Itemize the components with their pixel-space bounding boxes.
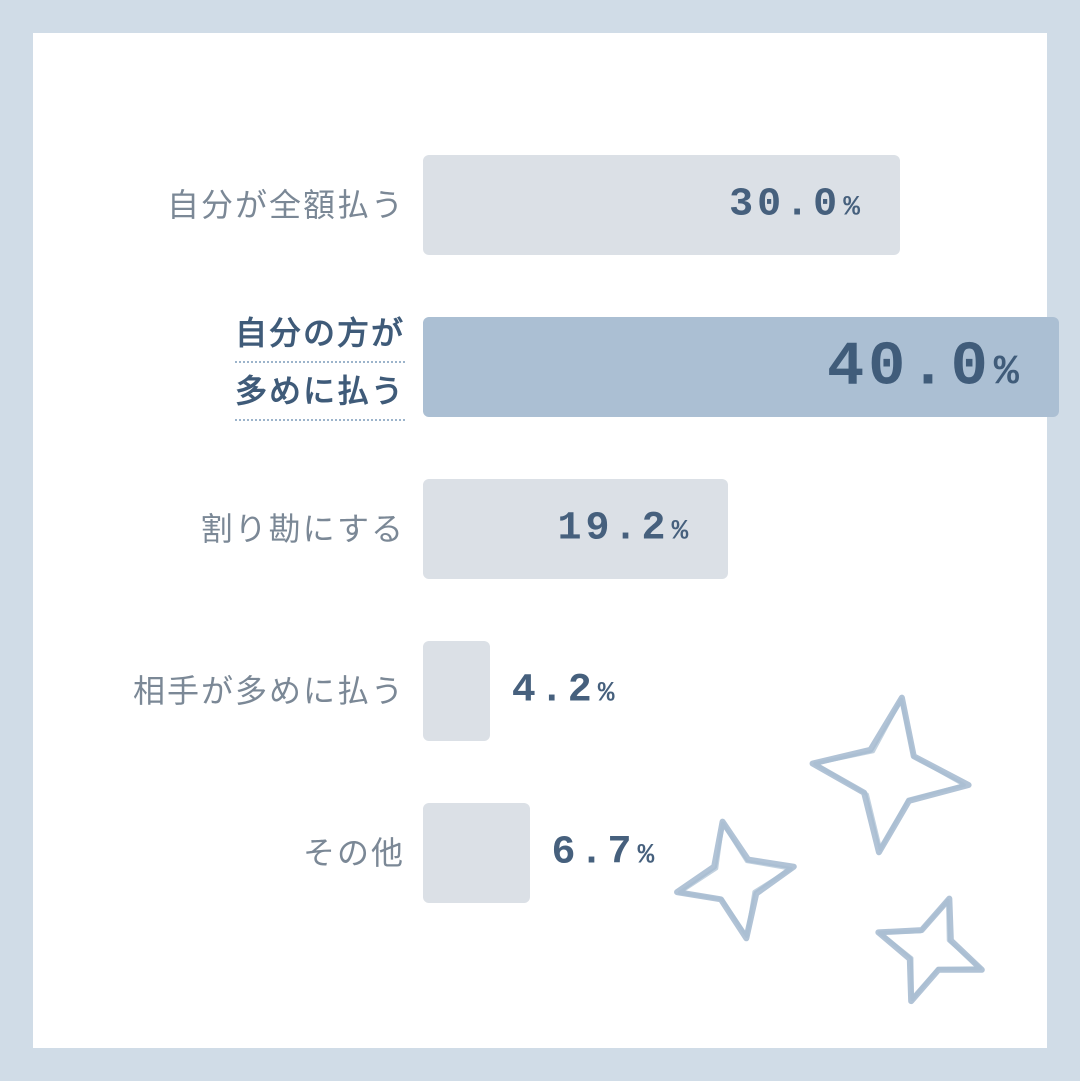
bar-value: 40.0% <box>827 332 1023 403</box>
bar-label: その他 <box>33 829 423 877</box>
bar-value: 30.0% <box>729 183 864 228</box>
bar-value-number: 4.2 <box>512 669 596 714</box>
chart-row: 自分の方が多めに払う40.0% <box>33 317 1047 417</box>
bar <box>423 641 490 741</box>
outer-frame: 自分が全額払う30.0%自分の方が多めに払う40.0%割り勘にする19.2%相手… <box>0 0 1080 1081</box>
percent-sign: % <box>671 517 692 548</box>
bar-label: 割り勘にする <box>33 505 423 553</box>
bar-value-number: 40.0 <box>827 332 992 403</box>
bar-cell: 19.2% <box>423 479 1047 579</box>
bar-label: 自分の方が多めに払う <box>33 309 423 425</box>
sparkle-decoration <box>620 680 1040 1040</box>
bar-label: 自分が全額払う <box>33 181 423 229</box>
bar-cell: 30.0% <box>423 155 1047 255</box>
bar-label: 相手が多めに払う <box>33 667 423 715</box>
bar <box>423 803 530 903</box>
bar-cell: 40.0% <box>423 317 1047 417</box>
bar-value: 4.2% <box>512 669 619 714</box>
bar-value: 19.2% <box>557 507 692 552</box>
bar-value-number: 30.0 <box>729 183 841 228</box>
percent-sign: % <box>994 349 1023 397</box>
percent-sign: % <box>598 679 619 710</box>
bar-value-number: 19.2 <box>557 507 669 552</box>
chart-row: 自分が全額払う 30.0% <box>33 155 1047 255</box>
chart-row: 割り勘にする 19.2% <box>33 479 1047 579</box>
percent-sign: % <box>843 193 864 224</box>
inner-panel: 自分が全額払う30.0%自分の方が多めに払う40.0%割り勘にする19.2%相手… <box>33 33 1047 1048</box>
